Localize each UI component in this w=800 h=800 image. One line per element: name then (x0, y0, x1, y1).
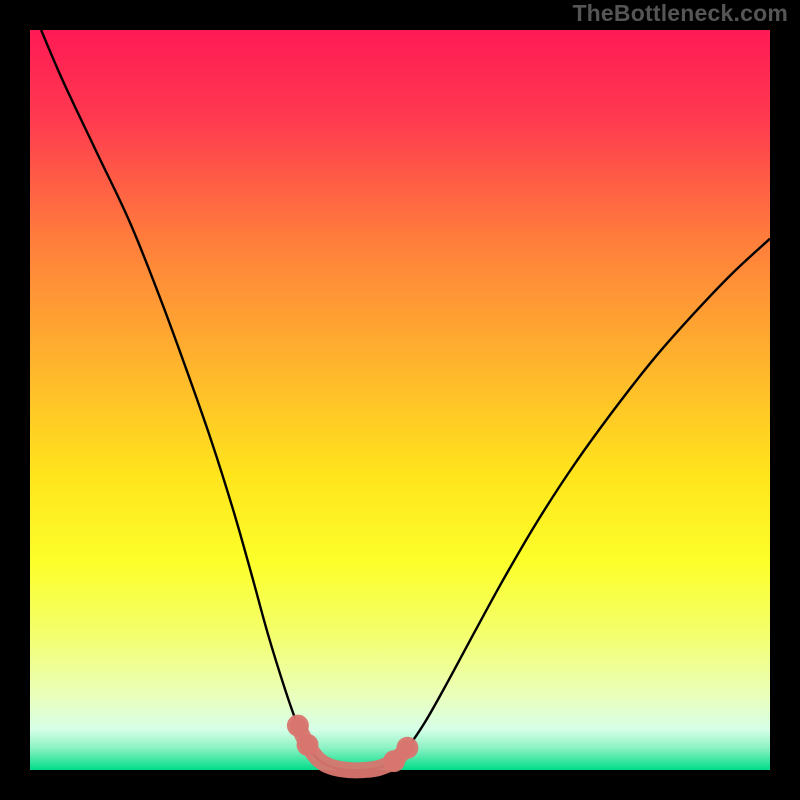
gradient-background (30, 30, 770, 770)
valley-marker (297, 734, 319, 756)
watermark-text: TheBottleneck.com (572, 0, 788, 27)
chart-canvas: TheBottleneck.com (0, 0, 800, 800)
valley-marker (396, 737, 418, 759)
valley-marker (287, 715, 309, 737)
bottleneck-chart (0, 0, 800, 800)
